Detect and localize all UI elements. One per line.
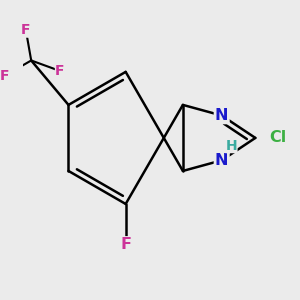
Text: F: F bbox=[120, 237, 131, 252]
Text: F: F bbox=[55, 64, 65, 78]
Text: N: N bbox=[215, 153, 229, 168]
Text: F: F bbox=[21, 23, 31, 37]
Text: Cl: Cl bbox=[269, 130, 286, 146]
Text: H: H bbox=[226, 139, 237, 153]
Text: F: F bbox=[0, 69, 10, 83]
Text: N: N bbox=[215, 108, 229, 123]
